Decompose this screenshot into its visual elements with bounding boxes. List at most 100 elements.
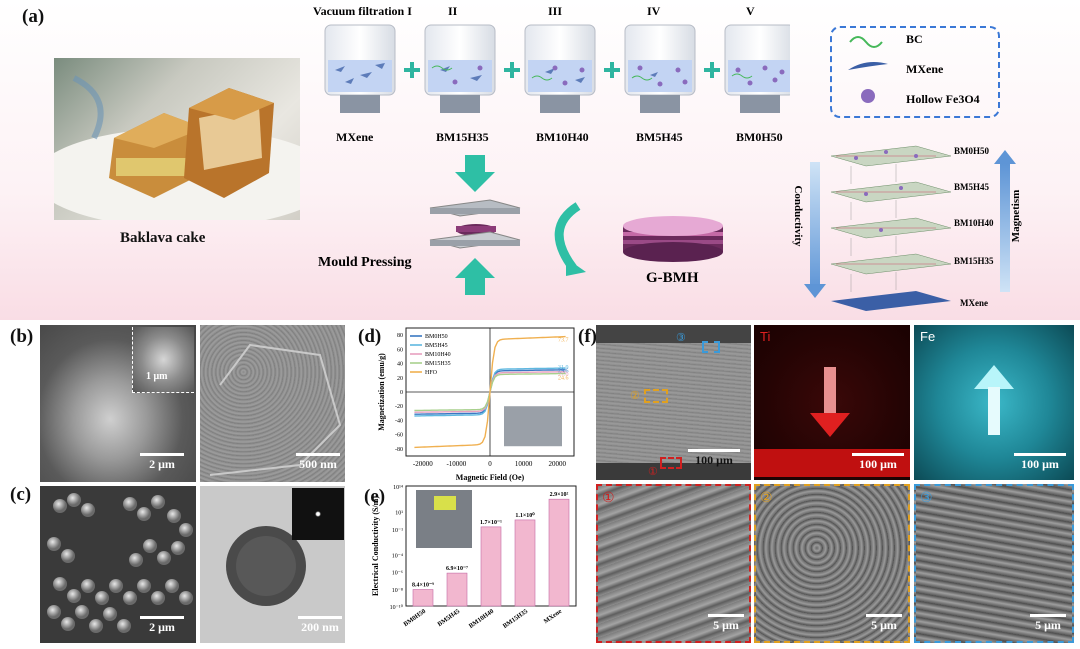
panel-a-label: (a)	[22, 6, 45, 27]
y-tick-label: 10⁻⁸	[392, 588, 403, 594]
ms-value-label: 27.0	[558, 372, 569, 378]
scale-bar-b1: 2 μm	[140, 453, 184, 472]
x-tick-label: BM5H45	[436, 607, 461, 628]
scale-bar-c1: 2 μm	[140, 616, 184, 635]
sample-label-3: BM10H40	[536, 130, 589, 144]
hollow-sphere	[226, 526, 306, 606]
x-tick-label: -20000	[413, 460, 433, 468]
y-tick-label: 0	[400, 390, 403, 396]
sample-label-2: BM15H35	[436, 130, 489, 144]
x-tick-label: MXene	[543, 608, 564, 625]
sample-label-1: MXene	[336, 130, 374, 144]
scale-bar-f2: 100 μm	[852, 453, 904, 472]
scale-bar-f1: 100 μm	[688, 449, 740, 468]
x-tick-label: 20000	[548, 460, 566, 468]
marker-2: ②	[630, 390, 640, 402]
mould-pressing-label: Mould Pressing	[318, 255, 412, 270]
ti-label: Ti	[760, 329, 771, 344]
sem-zoom-2: ② 5 μm	[754, 484, 910, 643]
arrow-up-icon	[974, 365, 1014, 435]
bar-value-label: 2.9×10²	[550, 492, 569, 498]
legend-fe3o4: Hollow Fe3O4	[906, 92, 980, 106]
saed-inset	[292, 488, 344, 540]
curved-arrow-icon	[554, 202, 586, 276]
magnetism-arrow	[1000, 164, 1010, 292]
magnetization-chart: -20000 -10000 0 10000 20000 -80 -60 -40 -20 0 20 40…	[377, 327, 575, 482]
eds-map-fe: Fe 100 μm	[914, 325, 1074, 480]
funnel-3	[524, 24, 596, 113]
legend-entry: BM5H45	[425, 343, 448, 349]
inset-scale-bar: 1 μm	[146, 371, 168, 382]
arrow-down-icon	[810, 367, 850, 437]
top-surface	[596, 325, 751, 343]
marker-box-3	[702, 341, 720, 353]
sheet-edge	[209, 343, 342, 476]
bottom-substrate	[596, 463, 751, 480]
zoom-marker-2: ②	[760, 491, 773, 506]
stage-label-2: II	[448, 4, 458, 18]
stack-label-5: MXene	[960, 298, 988, 308]
bar-BM15H35	[514, 519, 536, 607]
x-axis-label: Magnetic Field (Oe)	[456, 473, 525, 482]
y-tick-label: -60	[395, 433, 403, 439]
y-tick-label: 10¹⁴	[393, 485, 403, 491]
x-tick-label: BM0H50	[402, 608, 427, 628]
panel-d-label: (d)	[358, 326, 382, 347]
y-tick-label: 10⁻⁶	[392, 571, 403, 577]
sem-inset-b	[132, 327, 194, 393]
scale-bar-c2: 200 nm	[298, 616, 342, 635]
y-tick-label: 60	[397, 347, 403, 353]
photo-caption: Baklava cake	[120, 230, 206, 246]
conductivity-label: Conductivity	[792, 185, 804, 247]
legend-bc: BC	[906, 32, 923, 46]
fe-label: Fe	[920, 329, 936, 344]
y-axis-label: Electrical Conductivity (S/m)	[371, 496, 380, 596]
scale-bar-f5: 5 μm	[866, 614, 902, 633]
marker-box-1	[660, 457, 682, 469]
y-tick-label: 10⁻⁴	[392, 554, 403, 560]
funnel-5	[724, 24, 790, 113]
funnel-4	[624, 24, 696, 113]
bar-value-label: 1.1×10⁰	[515, 512, 535, 519]
y-tick-label: 40	[397, 362, 403, 368]
led-light	[434, 496, 456, 510]
stack-label-2: BM5H45	[954, 182, 989, 192]
zoom-marker-3: ③	[920, 491, 933, 506]
legend-mxene: MXene	[906, 62, 944, 76]
eds-map-ti: Ti 100 μm	[754, 325, 910, 480]
tem-image-c2: 200 nm	[200, 486, 345, 643]
funnel-2	[424, 24, 496, 113]
sem-zoom-3: ③ 5 μm	[914, 484, 1074, 643]
sem-image-b1: 1 μm 2 μm	[40, 325, 196, 482]
layer-stack	[830, 145, 952, 311]
stack-label-3: BM10H40	[954, 218, 994, 228]
scale-bar-f6: 5 μm	[1030, 614, 1066, 633]
baklava-photo	[54, 58, 300, 220]
bar-MXene	[548, 498, 570, 607]
y-tick-label: 10⁻¹	[392, 528, 403, 534]
bc-icon	[849, 36, 883, 48]
panel-f-label: (f)	[578, 326, 597, 347]
stage-label-4: IV	[647, 4, 661, 18]
conductivity-chart: 10¹⁴ 10¹ 10⁻¹ 10⁻⁴ 10⁻⁶ 10⁻⁸ 10⁻¹⁰ Electrical C…	[371, 485, 577, 630]
y-tick-label: 80	[397, 333, 403, 339]
magnet-photo-inset	[504, 406, 562, 447]
gbmh-label: G-BMH	[646, 270, 699, 286]
bar-value-label: 8.4×10⁻⁹	[412, 583, 434, 589]
ms-value-label: 73.7	[558, 338, 569, 344]
ms-value-label: 31.9	[558, 365, 569, 371]
sample-label-5: BM0H50	[736, 130, 783, 144]
stack-label-1: BM0H50	[954, 146, 989, 156]
marker-3: ③	[676, 332, 686, 344]
sphere-field	[47, 493, 193, 633]
x-tick-label: -10000	[446, 460, 466, 468]
panel-c-label: (c)	[10, 484, 32, 505]
zoom-marker-1: ①	[602, 491, 615, 506]
stage-label-1: Vacuum filtration I	[313, 4, 412, 18]
legend-entry: BM10H40	[425, 352, 451, 358]
y-axis-label: Magnetization (emu/g)	[377, 353, 386, 431]
x-tick-label: 0	[488, 460, 492, 468]
marker-box-2	[644, 389, 668, 403]
sem-cross-section: ③ ② ① 100 μm	[596, 325, 751, 480]
magnetism-arrow-head	[994, 150, 1016, 164]
